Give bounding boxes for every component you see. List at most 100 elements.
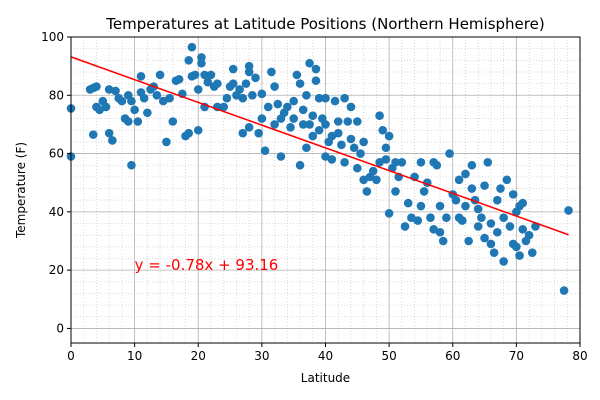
data-point <box>311 64 321 74</box>
x-tick-label: 60 <box>445 349 460 363</box>
data-point <box>117 96 127 106</box>
data-point <box>88 130 98 139</box>
x-tick-label: 70 <box>509 349 524 363</box>
data-point <box>527 248 537 257</box>
data-point <box>238 93 248 103</box>
data-point <box>174 74 184 84</box>
data-point <box>473 204 483 214</box>
data-point <box>276 152 286 161</box>
axis-ticks: 0 10 20 30 40 50 60 70 80 0 20 40 60 80 100 <box>41 30 588 363</box>
data-point <box>359 137 368 147</box>
data-point <box>139 93 149 103</box>
data-point <box>305 120 314 129</box>
data-point <box>270 82 279 91</box>
chart-title: Temperatures at Latitude Positions (Nort… <box>105 15 544 33</box>
data-point <box>362 187 372 196</box>
data-point <box>438 236 448 246</box>
data-point <box>251 73 260 83</box>
data-point <box>263 102 273 112</box>
y-tick-label: 80 <box>49 88 64 102</box>
data-point <box>353 117 362 126</box>
data-point <box>193 85 203 94</box>
data-point <box>384 209 394 218</box>
data-point <box>311 76 321 86</box>
data-point <box>349 143 359 153</box>
data-point <box>378 125 388 135</box>
data-point <box>127 160 136 170</box>
data-point <box>123 117 133 126</box>
data-point <box>486 239 496 249</box>
x-tick-label: 50 <box>381 349 396 363</box>
data-point <box>321 93 330 103</box>
data-point <box>308 111 318 120</box>
x-tick-label: 40 <box>318 349 333 363</box>
data-point <box>314 93 324 103</box>
data-point <box>413 216 423 225</box>
data-point <box>273 99 283 109</box>
data-point <box>489 248 499 257</box>
data-point <box>206 70 216 80</box>
data-point <box>461 201 470 211</box>
data-point <box>353 163 362 173</box>
data-point <box>416 201 426 211</box>
data-point <box>397 158 407 167</box>
data-point <box>375 111 384 120</box>
data-point <box>518 225 528 234</box>
y-axis-title: Temperature (F) <box>14 142 28 239</box>
data-point <box>473 222 483 231</box>
data-point <box>270 120 279 129</box>
data-point <box>203 77 213 87</box>
data-point <box>155 70 165 80</box>
data-point <box>483 158 493 167</box>
data-point <box>133 117 143 126</box>
data-point <box>222 93 232 103</box>
data-point <box>168 117 178 126</box>
data-point <box>295 79 305 88</box>
data-point <box>298 105 308 115</box>
data-point <box>400 222 410 231</box>
data-point <box>305 58 314 68</box>
data-point <box>187 42 197 52</box>
data-point <box>289 114 298 123</box>
data-point <box>136 72 146 81</box>
data-point <box>104 128 114 138</box>
data-point <box>260 146 270 155</box>
data-point <box>372 175 381 185</box>
data-point <box>426 213 435 222</box>
data-point <box>403 198 413 208</box>
data-point <box>419 187 429 196</box>
data-point <box>346 134 356 144</box>
y-tick-label: 20 <box>49 263 64 277</box>
y-tick-label: 100 <box>41 30 64 44</box>
data-point <box>257 89 267 99</box>
data-point <box>321 120 330 129</box>
data-point <box>492 195 502 205</box>
data-point <box>496 184 505 193</box>
data-point <box>502 175 512 185</box>
regression-equation-label: y = -0.78x + 93.16 <box>135 256 279 274</box>
data-point <box>111 86 120 96</box>
data-point <box>445 149 454 158</box>
data-point <box>457 216 467 225</box>
regression-line-group <box>70 56 569 236</box>
data-point <box>343 117 353 126</box>
x-tick-label: 80 <box>572 349 587 363</box>
x-tick-label: 10 <box>127 349 142 363</box>
data-point <box>356 149 365 158</box>
data-point <box>464 236 473 246</box>
data-point <box>267 67 276 77</box>
data-point <box>477 213 486 222</box>
data-point <box>499 213 508 222</box>
data-point <box>302 143 311 153</box>
data-point <box>302 90 311 100</box>
data-point <box>248 90 257 100</box>
data-point <box>486 219 496 228</box>
x-axis-title: Latitude <box>301 371 350 385</box>
data-point <box>298 120 308 129</box>
data-point <box>524 230 534 240</box>
data-point <box>480 181 489 190</box>
x-tick-label: 30 <box>254 349 269 363</box>
data-point <box>432 160 442 170</box>
data-point <box>127 96 136 106</box>
